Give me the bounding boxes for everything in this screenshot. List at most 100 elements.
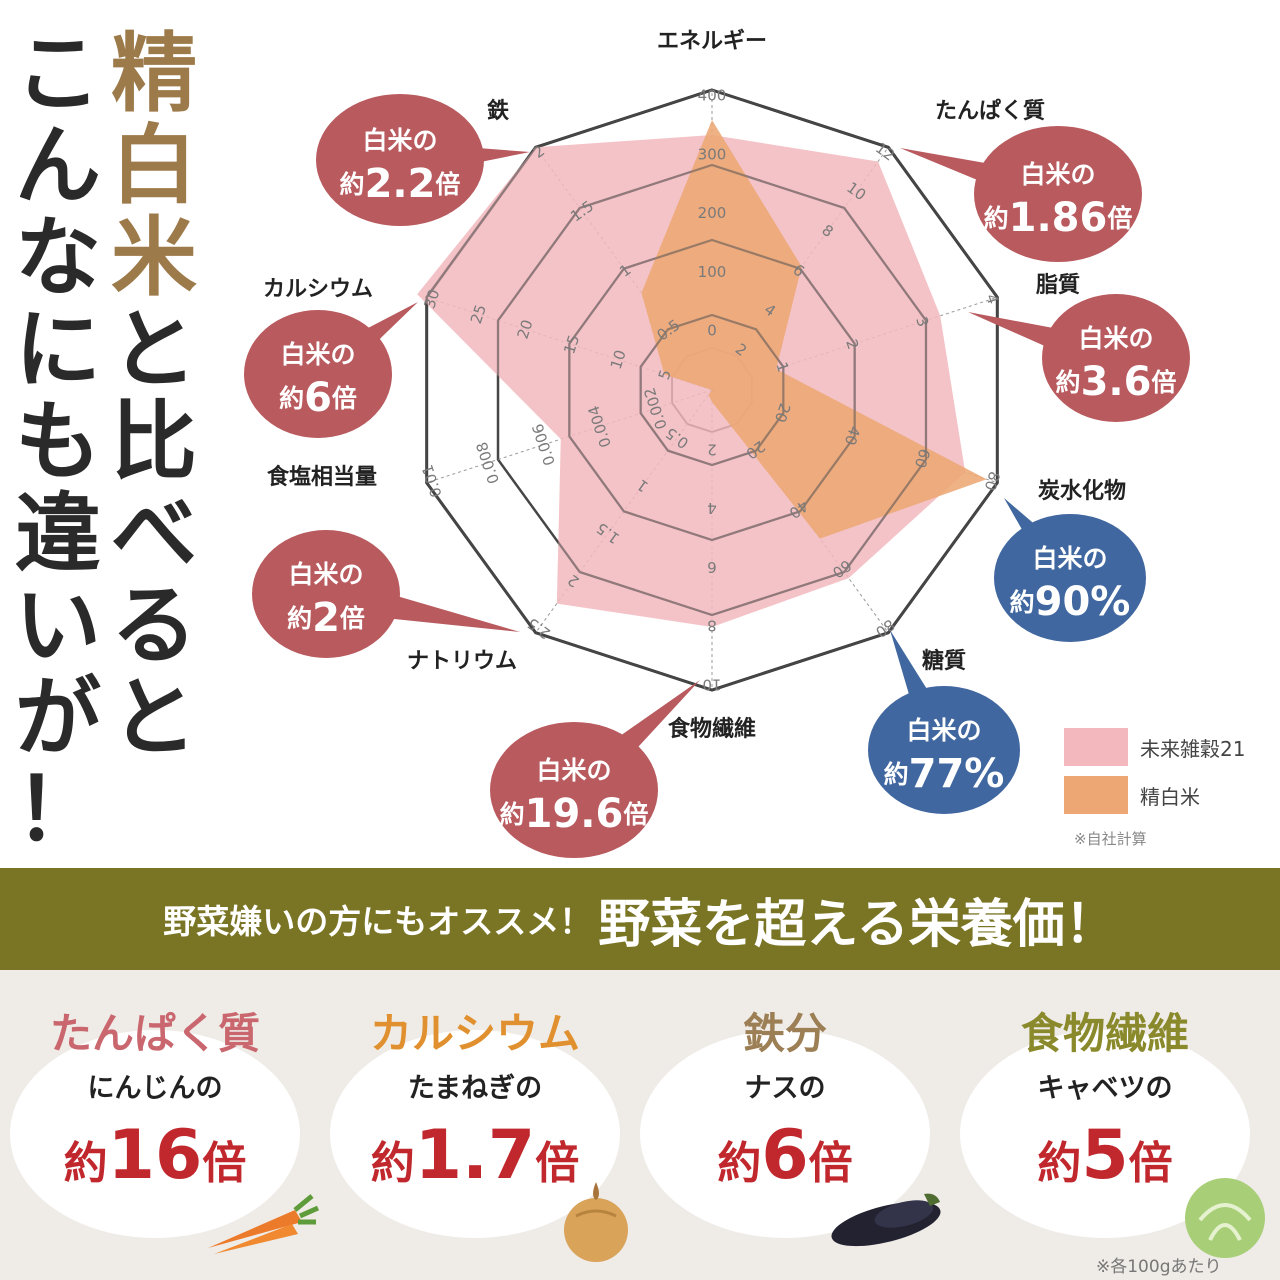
headline-column-2: こんなにも違いが！: [12, 28, 104, 856]
eggplant-icon: [831, 1193, 941, 1247]
legend-swatch-series-2: [1064, 776, 1128, 814]
axis-label-4: 炭水化物: [1038, 478, 1126, 504]
headline-char: と: [111, 668, 197, 768]
radar-tick-label: 80: [981, 469, 1004, 493]
radar-tick-label: 200: [698, 204, 727, 222]
axis-label-2: たんぱく質: [935, 98, 1045, 124]
legend-label-series-2: 精白米: [1140, 784, 1200, 809]
headline-char: い: [15, 576, 101, 676]
card-suffix: 倍: [535, 1138, 580, 1189]
axis-label-1: エネルギー: [657, 29, 767, 54]
headline-char: 比: [111, 392, 197, 492]
radar-tick-label: 100: [698, 263, 727, 281]
card-tag-calcium: カルシウム: [369, 1009, 580, 1058]
callout-bubble: [490, 722, 658, 858]
headline-char: 白: [111, 116, 197, 216]
banner-title: 野菜を超える栄養価！: [598, 894, 1117, 955]
axis-label-5: 糖質: [922, 648, 966, 674]
card-number: 5: [1081, 1116, 1129, 1195]
axis-label-9: カルシウム: [263, 277, 373, 302]
headline-char: 精: [111, 24, 197, 124]
comparison-card-iron: [640, 1030, 930, 1238]
radar-series-2: [641, 120, 987, 539]
card-tag-protein: たんぱく質: [49, 1009, 260, 1058]
chart-legend: 未来雑穀21 精白米: [1064, 728, 1245, 824]
card-vegetable-eggplant: ナスの: [744, 1073, 826, 1104]
card-number: 6: [761, 1116, 809, 1195]
card-prefix: 約: [370, 1138, 415, 1189]
radar-grid-overlay: [496, 163, 928, 617]
headline-char: 違: [15, 484, 101, 584]
comparison-card-calcium: [330, 1030, 620, 1238]
radar-tick-label: 2: [707, 440, 717, 458]
axis-label-3: 脂質: [1036, 272, 1080, 298]
bubble-value: 約2.2倍: [340, 161, 461, 207]
radar-tick-label: 25: [467, 302, 490, 326]
headline-char: ん: [15, 116, 101, 216]
axis-label-10: 鉄: [487, 98, 509, 124]
callout-bubble: [868, 686, 1020, 814]
radar-tick-label: 4: [707, 499, 717, 517]
headline-char: べ: [111, 484, 197, 584]
headline-column-1: 精白米と比べると: [108, 28, 200, 764]
radar-tick-label: 60: [911, 446, 934, 470]
card-value-fiber: 約5倍: [960, 1116, 1250, 1195]
card-suffix: 倍: [808, 1138, 853, 1189]
banner: 野菜嫌いの方にもオススメ！ 野菜を超える栄養価！: [0, 868, 1280, 970]
card-number: 1.7: [414, 1116, 536, 1195]
radar-tick-label: 0: [707, 322, 717, 340]
bubble-value: 約6倍: [279, 375, 357, 421]
headline-char: こ: [15, 24, 101, 124]
radar-tick-label: 30: [420, 287, 443, 311]
card-value-calcium: 約1.7倍: [330, 1116, 620, 1195]
callout-bubble: [1042, 294, 1190, 422]
radar-tick-label: 40: [841, 424, 864, 448]
radar-grid-overlay: [568, 238, 856, 542]
card-suffix: 倍: [1128, 1138, 1173, 1189]
bubble-value: 約2倍: [287, 595, 365, 641]
legend-swatch-series-1: [1064, 728, 1128, 766]
card-value-protein: 約16倍: [10, 1116, 300, 1195]
legend-label-series-1: 未来雑穀21: [1140, 736, 1246, 761]
radar-tick-label: 20: [771, 401, 794, 425]
bubble-line1: 白米の: [1020, 160, 1095, 189]
radar-tick-label: 10: [702, 676, 721, 694]
headline-char: な: [15, 208, 101, 308]
headline-char: 米: [111, 208, 197, 308]
radar-grid-overlay: [639, 313, 785, 467]
carrot-icon: [208, 1194, 320, 1254]
bubble-line1: 白米の: [1078, 324, 1153, 353]
bubble-line1: 白米の: [362, 126, 437, 155]
callout-bubble: [974, 126, 1142, 262]
bubble-line1: 白米の: [288, 560, 363, 589]
banner-subtitle: 野菜嫌いの方にもオススメ！: [163, 902, 593, 941]
radar-tick-label: 20: [514, 317, 537, 341]
headline-char: も: [15, 392, 101, 492]
radar-tick-label: 4: [982, 292, 1002, 307]
bubble-value: 約19.6倍: [500, 791, 649, 837]
card-tag-iron: 鉄分: [742, 1009, 827, 1058]
legend-item-series-2: 精白米: [1064, 776, 1245, 814]
callout-bubble: [316, 94, 484, 226]
headline-char: が: [15, 668, 101, 768]
bubble-value: 約3.6倍: [1056, 359, 1177, 405]
bubble-value: 約77%: [884, 751, 1005, 797]
radar-tick-label: 15: [560, 333, 583, 357]
radar-tick-label: 10: [607, 348, 630, 372]
card-number: 16: [107, 1116, 203, 1195]
radar-tick-label: 0.01: [418, 462, 445, 499]
headline-char: ！: [15, 760, 101, 860]
headline-char: と: [111, 300, 197, 400]
card-prefix: 約: [63, 1138, 108, 1189]
bubble-value: 約1.86倍: [984, 195, 1133, 241]
card-vegetable-carrot: にんじんの: [87, 1073, 223, 1104]
card-value-iron: 約6倍: [640, 1116, 930, 1195]
axis-label-7: ナトリウム: [407, 649, 517, 674]
radar-tick-label: 8: [707, 617, 717, 635]
comparison-card-protein: [10, 1030, 300, 1238]
card-prefix: 約: [1037, 1138, 1082, 1189]
headline-char: に: [15, 300, 101, 400]
banner-text: 野菜嫌いの方にもオススメ！ 野菜を超える栄養価！: [0, 868, 1280, 970]
footnote: ※各100gあたり: [1096, 1257, 1222, 1277]
callout-bubble: [244, 310, 392, 438]
